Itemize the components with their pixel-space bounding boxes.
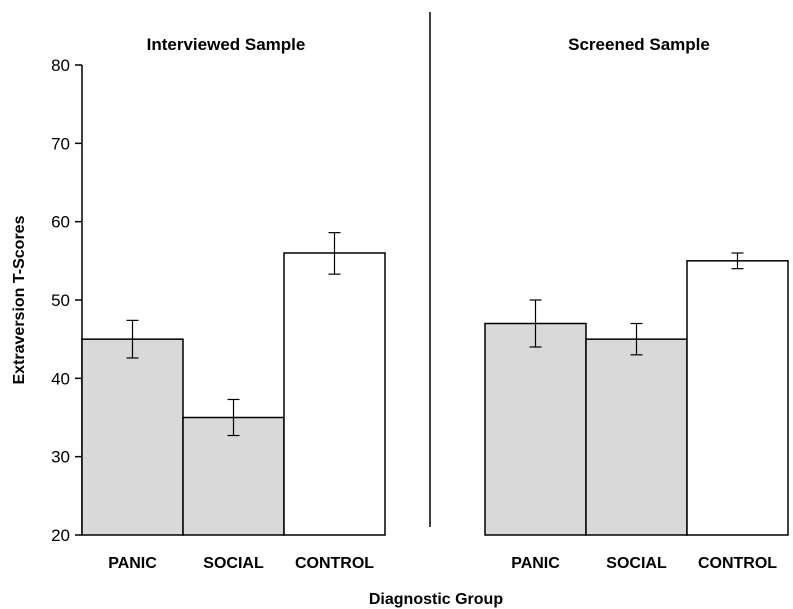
y-tick-label: 70 [51,134,70,153]
bar-control [283,252,386,536]
y-tick-label: 50 [51,291,70,310]
y-axis-title: Extraversion T-Scores [11,215,28,384]
y-tick-label: 20 [51,526,70,545]
y-tick-label: 60 [51,213,70,232]
x-tick-label: SOCIAL [606,555,667,572]
x-axis-title: Diagnostic Group [369,591,503,608]
y-axis: 20 30 40 50 60 70 80 [51,56,83,545]
error-bar [630,322,643,356]
y-tick-label: 40 [51,369,70,388]
bar-social [585,338,688,536]
bars [81,252,789,536]
y-tick-label: 30 [51,448,70,467]
error-bar [126,319,139,359]
panel-title-interviewed: Interviewed Sample [147,35,306,54]
error-bars [126,232,744,437]
y-tick-label: 80 [51,56,70,75]
x-tick-label: CONTROL [698,555,777,572]
x-tick-label: SOCIAL [203,555,264,572]
bar-panic [81,338,184,536]
category-labels: PANIC SOCIAL CONTROL PANIC SOCIAL CONTROL [108,555,777,572]
x-tick-label: PANIC [511,555,560,572]
bar-control [686,260,789,536]
error-bar [529,299,542,348]
error-bar [328,232,341,275]
x-tick-label: CONTROL [295,555,374,572]
bar-panic [484,322,587,536]
panel-title-screened: Screened Sample [568,35,710,54]
error-bar [731,252,744,270]
bar-social [182,416,285,536]
error-bar [227,398,240,437]
x-tick-label: PANIC [108,555,157,572]
